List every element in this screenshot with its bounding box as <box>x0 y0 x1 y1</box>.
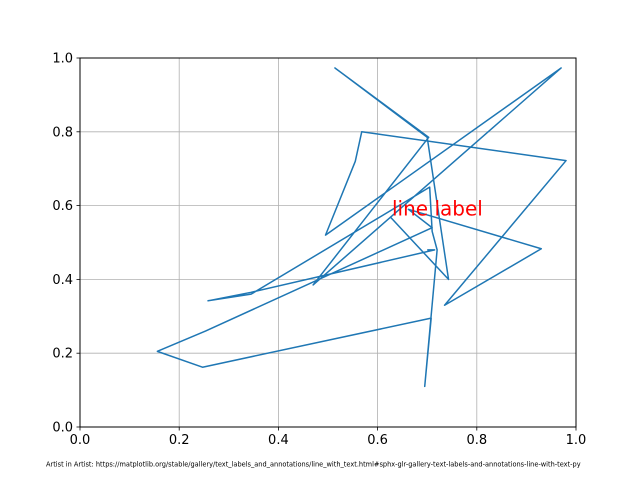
y-tick-label: 0.4 <box>52 273 73 288</box>
x-tick-label: 1.0 <box>566 433 587 448</box>
axis-ticks: 0.0 0.2 0.4 0.6 0.8 1.0 0.0 0.2 0.4 0.6 0.8 1.0 <box>52 52 586 449</box>
data-series-line <box>156 67 567 388</box>
x-tick-label: 0.6 <box>367 433 388 448</box>
y-tick-label: 0.2 <box>52 347 73 362</box>
x-tick-label: 0.0 <box>70 433 91 448</box>
y-tick-label: 0.0 <box>52 421 73 436</box>
x-tick-label: 0.4 <box>268 433 289 448</box>
y-tick-label: 0.8 <box>52 125 73 140</box>
plot-series <box>156 67 567 388</box>
x-tick-label: 0.8 <box>466 433 487 448</box>
y-tick-label: 1.0 <box>52 52 73 67</box>
y-tick-label: 0.6 <box>52 199 73 214</box>
line-annotation-label: line label <box>392 197 483 221</box>
axes-frame <box>79 57 577 428</box>
source-caption: Artist in Artist: https://matplotlib.org… <box>46 461 581 469</box>
x-tick-label: 0.2 <box>169 433 190 448</box>
